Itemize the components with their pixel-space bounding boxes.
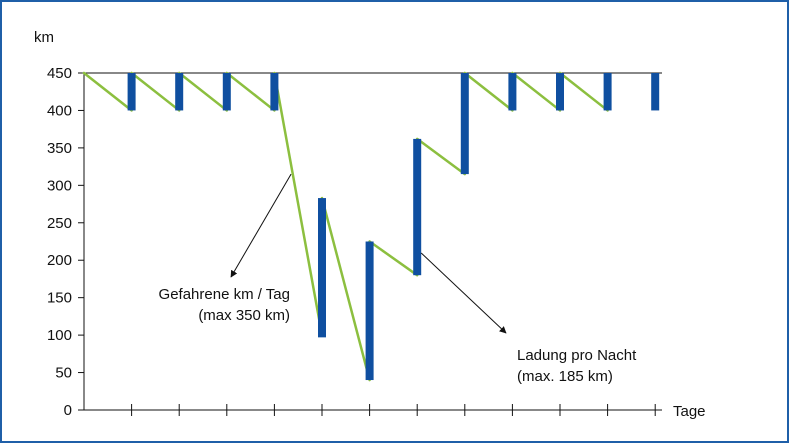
- charge-bar: [508, 73, 517, 111]
- charge-bar: [318, 198, 326, 338]
- charge-bar: [556, 73, 564, 111]
- driven-segment: [368, 240, 419, 277]
- annotation-charge-line1: Ladung pro Nacht: [517, 347, 637, 364]
- annotation-arrow-driven: [230, 173, 292, 278]
- driven-segment: [130, 71, 181, 112]
- driven-segment: [511, 71, 562, 112]
- y-tick-label: 150: [47, 290, 72, 307]
- driven-segment: [320, 196, 371, 382]
- charge-bar: [127, 73, 136, 111]
- driven-segment: [558, 71, 609, 112]
- y-tick-label: 450: [47, 65, 72, 82]
- charge-bars: [127, 73, 660, 381]
- driven-segment: [415, 137, 467, 176]
- charge-bar: [175, 73, 184, 111]
- annotation-driven-line2: (max 350 km): [198, 307, 290, 324]
- charge-bar: [460, 73, 469, 175]
- annotation-driven-line1: Gefahrene km / Tag: [159, 286, 290, 303]
- driven-segment: [225, 71, 276, 112]
- y-axis-label: km: [34, 29, 54, 46]
- y-tick-label: 350: [47, 140, 72, 157]
- driven-segment: [463, 71, 514, 112]
- driven-lines: [82, 71, 609, 382]
- y-tick-label: 50: [55, 365, 72, 382]
- y-tick-label: 300: [47, 177, 72, 194]
- charge-bar: [270, 73, 279, 111]
- charge-bar: [651, 73, 660, 111]
- y-tick-label: 400: [47, 102, 72, 119]
- driven-segment: [82, 71, 133, 112]
- y-tick-label: 0: [64, 402, 72, 419]
- y-tick-label: 250: [47, 215, 72, 232]
- x-axis-label: Tage: [673, 403, 706, 420]
- annotation-charge-line2: (max. 185 km): [517, 368, 613, 385]
- driven-segment: [177, 71, 229, 112]
- charge-bar: [365, 241, 374, 381]
- charge-bar: [222, 73, 231, 111]
- axes: 0 50 100 150 200 250 300 350 400 450: [47, 65, 662, 419]
- driven-segment: [273, 71, 324, 337]
- annotation-arrow-charge: [420, 252, 507, 334]
- y-tick-label: 100: [47, 327, 72, 344]
- annotations: Gefahrene km / Tag (max 350 km) Ladung pro…: [159, 173, 637, 385]
- charge-bar: [413, 138, 422, 276]
- y-tick-label: 200: [47, 252, 72, 269]
- charge-bar: [603, 73, 612, 111]
